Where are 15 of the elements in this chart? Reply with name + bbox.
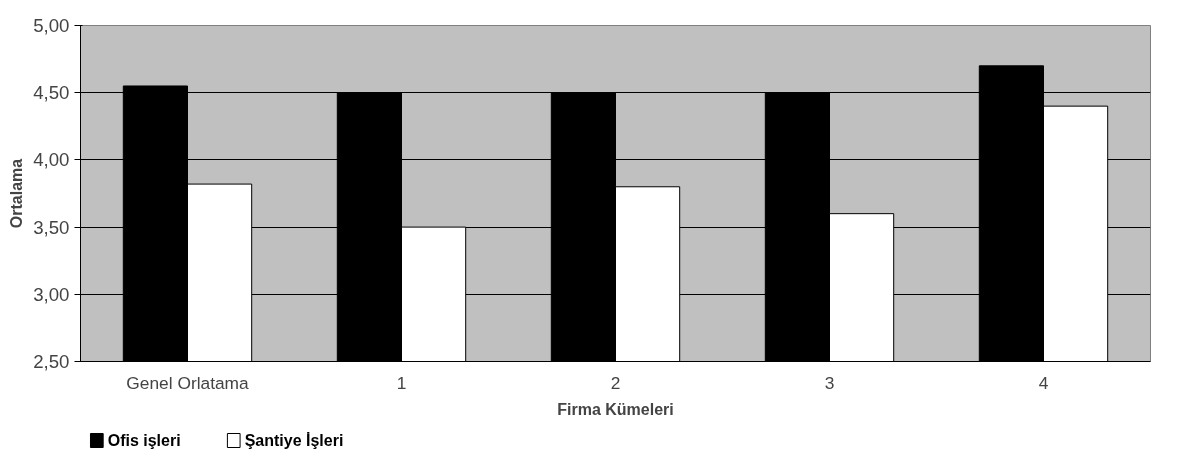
y-axis-title: Ortalama xyxy=(8,158,26,229)
x-tick-label: 2 xyxy=(610,372,621,393)
legend-label: Ofis işleri xyxy=(107,432,181,449)
y-tick-label: 3,50 xyxy=(33,216,70,238)
x-tick-label: 4 xyxy=(1038,372,1049,393)
x-axis-title: Firma Kümeleri xyxy=(557,400,674,418)
y-tick-label: 4,50 xyxy=(33,82,70,104)
y-tick-label: 5,00 xyxy=(33,15,70,36)
legend-label: Şantiye İşleri xyxy=(244,432,344,449)
x-tick-label: Genel Orlatama xyxy=(126,372,250,393)
x-tick-label: 3 xyxy=(824,372,835,393)
x-tick-label: 1 xyxy=(396,372,407,393)
y-tick-label: 3,00 xyxy=(33,283,70,305)
y-tick-label: 2,50 xyxy=(33,351,70,372)
y-tick-label: 4,00 xyxy=(33,149,70,171)
